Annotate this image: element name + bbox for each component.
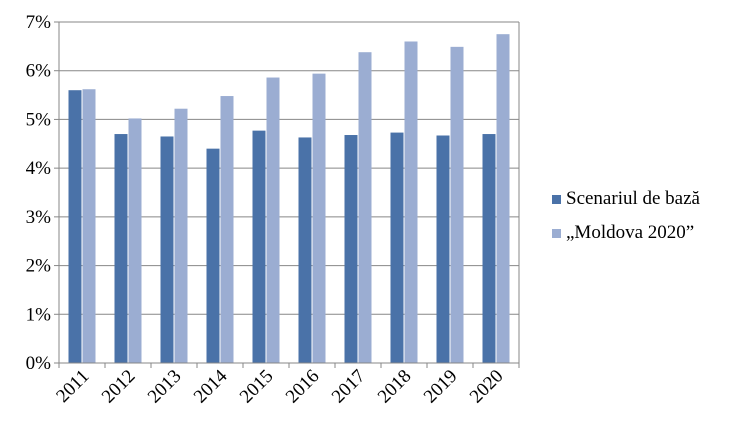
legend: Scenariul de bază „Moldova 2020” [552, 188, 732, 256]
x-tick-labels: 2011 2012 2013 2014 2015 2016 2017 2018 2019 2020 [52, 365, 507, 407]
bars [68, 34, 510, 364]
x-tick-label: 2015 [236, 366, 278, 408]
x-tick-label: 2016 [282, 366, 324, 408]
x-tick-label: 2012 [98, 366, 140, 408]
gridlines [59, 21, 519, 315]
y-tick-label: 7% [26, 12, 52, 33]
legend-swatch-series-2 [552, 228, 561, 238]
bar-scenariul-de-baza-2018 [390, 132, 404, 363]
x-tick-label: 2013 [144, 366, 186, 408]
bar-moldova-2020-2019 [450, 46, 464, 363]
y-tick-label: 4% [26, 158, 52, 179]
x-tick-label: 2020 [466, 366, 508, 408]
x-tick-label: 2019 [420, 366, 462, 408]
x-tick-label: 2011 [52, 366, 93, 407]
legend-label-series-2: „Moldova 2020” [566, 222, 695, 243]
bar-moldova-2020-2017 [358, 52, 372, 364]
y-tick-labels: 0% 1% 2% 3% 4% 5% 6% 7% [26, 12, 52, 374]
bar-moldova-2020-2013 [174, 108, 188, 363]
bar-scenariul-de-baza-2020 [482, 134, 496, 363]
x-tick-label: 2017 [328, 366, 370, 408]
bar-scenariul-de-baza-2019 [436, 135, 450, 363]
bar-scenariul-de-baza-2014 [206, 148, 220, 363]
legend-swatch-series-1 [552, 194, 561, 204]
y-tick-label: 6% [26, 61, 52, 82]
y-tick-label: 0% [26, 353, 52, 374]
bar-moldova-2020-2020 [496, 34, 510, 364]
bar-moldova-2020-2012 [128, 118, 142, 363]
bar-moldova-2020-2011 [82, 89, 96, 364]
bar-scenariul-de-baza-2017 [344, 135, 358, 363]
legend-item-series-2: „Moldova 2020” [552, 222, 732, 244]
y-tick-label: 1% [26, 304, 52, 325]
y-tick-label: 5% [26, 109, 52, 130]
bar-moldova-2020-2018 [404, 41, 418, 363]
y-tick-label: 2% [26, 256, 52, 277]
x-tick-label: 2014 [190, 365, 232, 407]
x-tick-label: 2018 [374, 366, 416, 408]
legend-item-series-1: Scenariul de bază [552, 188, 732, 210]
bar-scenariul-de-baza-2013 [160, 136, 174, 363]
bar-moldova-2020-2015 [266, 77, 280, 363]
bar-scenariul-de-baza-2015 [252, 130, 266, 363]
bar-moldova-2020-2014 [220, 96, 234, 363]
bar-scenariul-de-baza-2016 [298, 137, 312, 363]
y-tick-label: 3% [26, 207, 52, 228]
legend-label-series-1: Scenariul de bază [566, 188, 700, 209]
bar-moldova-2020-2016 [312, 73, 326, 363]
bar-scenariul-de-baza-2011 [68, 90, 82, 363]
axes [54, 21, 520, 368]
bar-scenariul-de-baza-2012 [114, 134, 128, 363]
